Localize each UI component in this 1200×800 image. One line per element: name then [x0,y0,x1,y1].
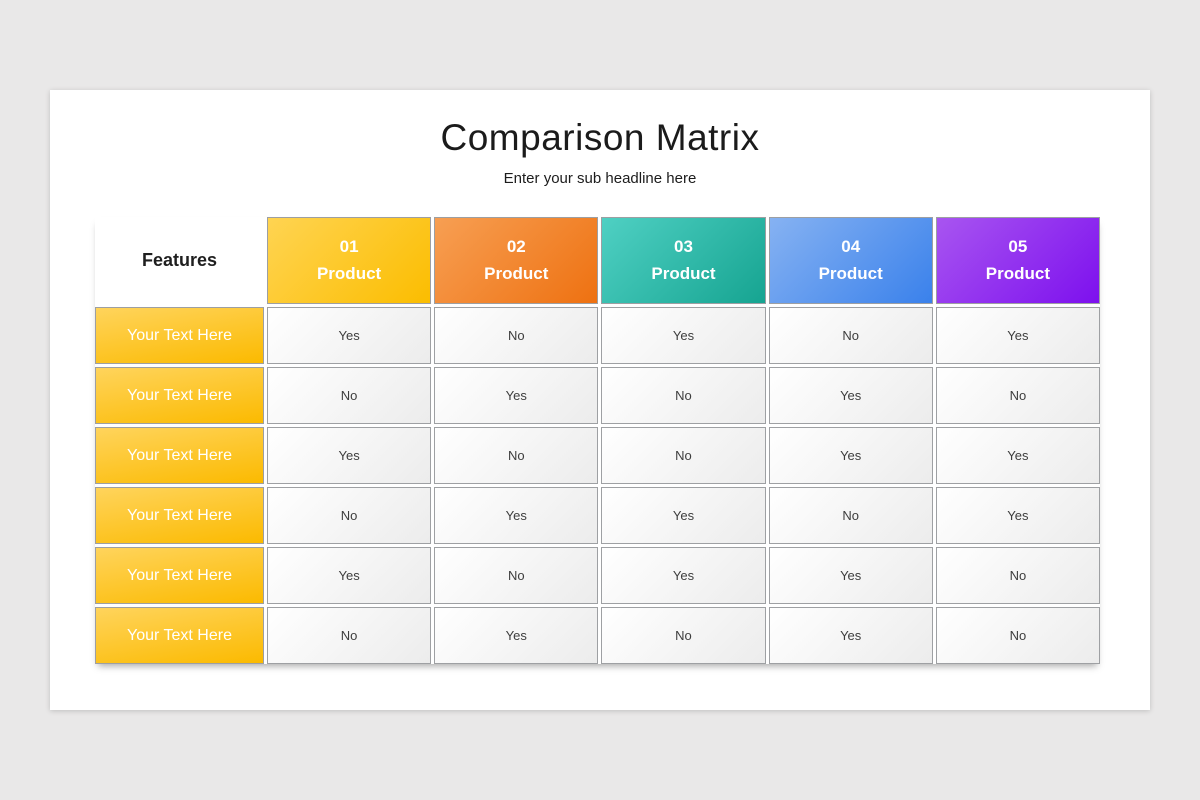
table-cell: No [935,607,1100,664]
column-header-product-05: 05 Product [935,217,1100,304]
slide-card: Comparison Matrix Enter your sub headlin… [50,90,1150,710]
column-number: 01 [339,237,359,257]
table-cell: Yes [434,487,599,544]
table-cell: Yes [267,547,432,604]
table-cell: No [601,427,766,484]
column-header-product-04: 04 Product [768,217,933,304]
table-cell: Yes [267,307,432,364]
table-cell: Yes [935,427,1100,484]
row-label-cell: Your Text Here [95,307,264,364]
table-cell: Yes [601,547,766,604]
table-cell: Yes [267,427,432,484]
column-header-product-03: 03 Product [601,217,766,304]
table-cell: Yes [601,307,766,364]
table-cell: Yes [768,547,933,604]
page-subtitle: Enter your sub headline here [503,170,697,187]
table-cell: Yes [768,427,933,484]
row-label-cell: Your Text Here [95,487,264,544]
page-title: Comparison Matrix [440,117,760,158]
column-name: Product [985,263,1050,283]
comparison-table: Features 01 Product 02 Product 03 Produc… [95,217,1100,664]
table-cell: No [768,487,933,544]
table-cell: No [601,367,766,424]
features-header: Features [141,250,218,270]
table-cell: No [267,367,432,424]
column-number: 05 [1008,237,1028,257]
table-cell: Yes [601,487,766,544]
column-name: Product [484,263,549,283]
column-number: 03 [674,237,693,257]
column-number: 02 [506,237,526,257]
table-cell: No [601,607,766,664]
table-cell: Yes [434,607,599,664]
column-name: Product [818,263,883,283]
table-cell: Yes [434,367,599,424]
table-cell: Yes [935,307,1100,364]
column-header-product-02: 02 Product [434,217,599,304]
column-name: Product [316,263,382,283]
table-cell: No [434,427,599,484]
table-cell: No [768,307,933,364]
column-name: Product [651,263,716,283]
table-cell: No [935,367,1100,424]
row-label-cell: Your Text Here [95,607,264,664]
table-cell: Yes [768,367,933,424]
row-label-cell: Your Text Here [95,547,264,604]
table-cell: No [434,307,599,364]
row-label-cell: Your Text Here [95,427,264,484]
table-cell: No [267,487,432,544]
column-header-product-01: 01 Product [267,217,432,304]
table-cell: No [434,547,599,604]
column-number: 04 [841,237,861,257]
table-cell: No [267,607,432,664]
table-cell: Yes [768,607,933,664]
row-label-cell: Your Text Here [95,367,264,424]
table-cell: No [935,547,1100,604]
table-cell: Yes [935,487,1100,544]
